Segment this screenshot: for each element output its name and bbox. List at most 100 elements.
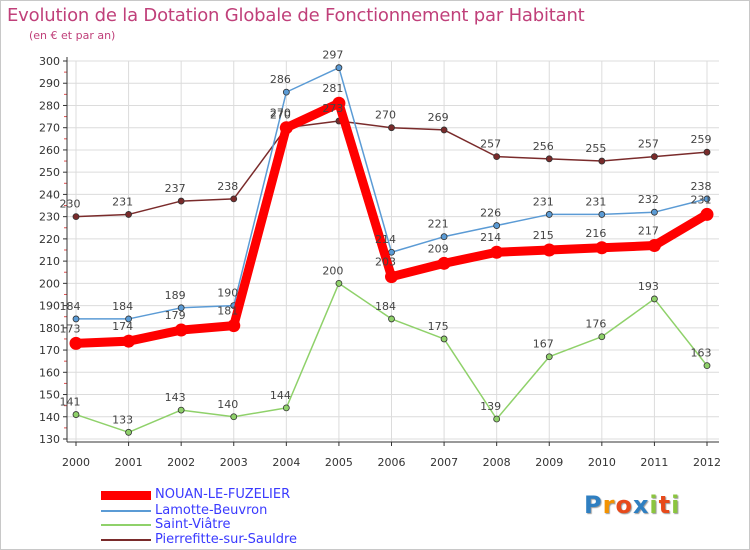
data-point <box>440 126 448 134</box>
data-label: 190 <box>217 287 238 300</box>
legend-swatch-3 <box>101 539 151 541</box>
y-tick-label: 140 <box>39 411 60 424</box>
data-point <box>227 319 241 333</box>
x-tick-label: 2001 <box>115 456 143 469</box>
data-label: 216 <box>585 227 606 240</box>
data-label: 257 <box>480 138 501 151</box>
data-point <box>651 153 658 161</box>
y-tick-label: 180 <box>39 322 60 335</box>
data-point <box>493 153 501 161</box>
data-point <box>282 404 290 412</box>
x-tick-label: 2006 <box>378 456 406 469</box>
data-label: 237 <box>165 182 186 195</box>
data-label: 163 <box>691 347 712 360</box>
logo-letter: o <box>615 491 633 519</box>
data-point <box>388 124 395 132</box>
data-label: 270 <box>375 109 396 122</box>
data-point <box>230 413 238 421</box>
data-label: 141 <box>60 396 81 409</box>
data-label: 297 <box>322 49 343 62</box>
data-label: 259 <box>691 133 712 146</box>
x-tick-label: 2009 <box>535 456 563 469</box>
y-tick-label: 260 <box>39 144 60 157</box>
data-label: 231 <box>691 193 712 206</box>
data-point <box>177 197 185 205</box>
data-label: 189 <box>165 289 186 302</box>
data-point <box>125 211 132 218</box>
data-point <box>703 148 711 156</box>
data-label: 256 <box>533 140 554 153</box>
data-point <box>335 64 343 72</box>
logo-letter: r <box>602 491 616 519</box>
data-label: 270 <box>270 109 291 122</box>
data-point <box>703 195 711 203</box>
x-tick-label: 2007 <box>430 456 458 469</box>
data-point <box>542 243 556 257</box>
x-tick-label: 2012 <box>693 456 721 469</box>
data-label: 193 <box>638 280 659 293</box>
x-tick-label: 2010 <box>588 456 616 469</box>
data-point <box>647 239 661 253</box>
data-label: 176 <box>585 318 606 331</box>
y-tick-label: 280 <box>39 99 60 112</box>
data-label: 144 <box>270 389 291 402</box>
data-point <box>72 213 80 221</box>
data-point <box>177 304 185 312</box>
data-label: 174 <box>112 320 133 333</box>
logo-letter: t <box>658 491 672 519</box>
data-point <box>177 406 185 414</box>
x-tick-label: 2008 <box>483 456 511 469</box>
y-tick-label: 150 <box>39 389 60 402</box>
legend-swatch-2 <box>101 524 151 526</box>
x-tick-label: 2002 <box>167 456 195 469</box>
data-label: 221 <box>428 218 449 231</box>
data-point <box>545 211 553 218</box>
data-label: 184 <box>60 300 81 313</box>
data-label: 226 <box>480 207 501 220</box>
data-label: 231 <box>585 195 606 208</box>
y-tick-label: 200 <box>39 277 60 290</box>
data-label: 173 <box>60 322 81 335</box>
data-point <box>437 256 451 270</box>
y-tick-label: 300 <box>39 55 60 68</box>
x-tick-label: 2004 <box>272 456 300 469</box>
y-tick-label: 290 <box>39 77 60 90</box>
data-point <box>440 233 448 241</box>
logo-letter: P <box>584 491 603 519</box>
chart-title: Evolution de la Dotation Globale de Fonc… <box>7 5 585 26</box>
legend-label-0: NOUAN-LE-FUZELIER <box>155 487 291 502</box>
y-tick-label: 190 <box>39 300 60 313</box>
data-point <box>122 334 136 348</box>
data-point <box>72 411 80 418</box>
data-label: 139 <box>480 400 501 413</box>
data-point <box>125 315 132 323</box>
data-label: 238 <box>217 180 238 193</box>
data-point <box>282 88 290 96</box>
data-label: 231 <box>112 195 133 208</box>
data-point <box>545 353 553 361</box>
data-point <box>332 96 346 110</box>
chart-subtitle: (en € et par an) <box>29 29 116 42</box>
data-point <box>595 241 609 255</box>
data-label: 179 <box>165 309 186 322</box>
logo-letter: x <box>632 491 650 519</box>
y-tick-label: 130 <box>39 433 60 446</box>
data-point <box>69 336 83 350</box>
legend-label-1: Lamotte-Beuvron <box>155 503 268 518</box>
data-label: 167 <box>533 338 554 351</box>
y-tick-label: 250 <box>39 166 60 179</box>
x-tick-label: 2005 <box>325 456 353 469</box>
legend-swatch-0 <box>101 490 151 500</box>
data-label: 214 <box>375 233 396 246</box>
data-label: 184 <box>375 300 396 313</box>
logo-letter: i <box>671 491 681 519</box>
data-point <box>174 323 188 337</box>
data-label: 231 <box>533 195 554 208</box>
y-tick-label: 220 <box>39 233 60 246</box>
data-label: 175 <box>428 320 449 333</box>
data-point <box>493 415 501 423</box>
y-tick-label: 210 <box>39 255 60 268</box>
data-label: 184 <box>112 300 133 313</box>
data-label: 181 <box>217 305 238 318</box>
